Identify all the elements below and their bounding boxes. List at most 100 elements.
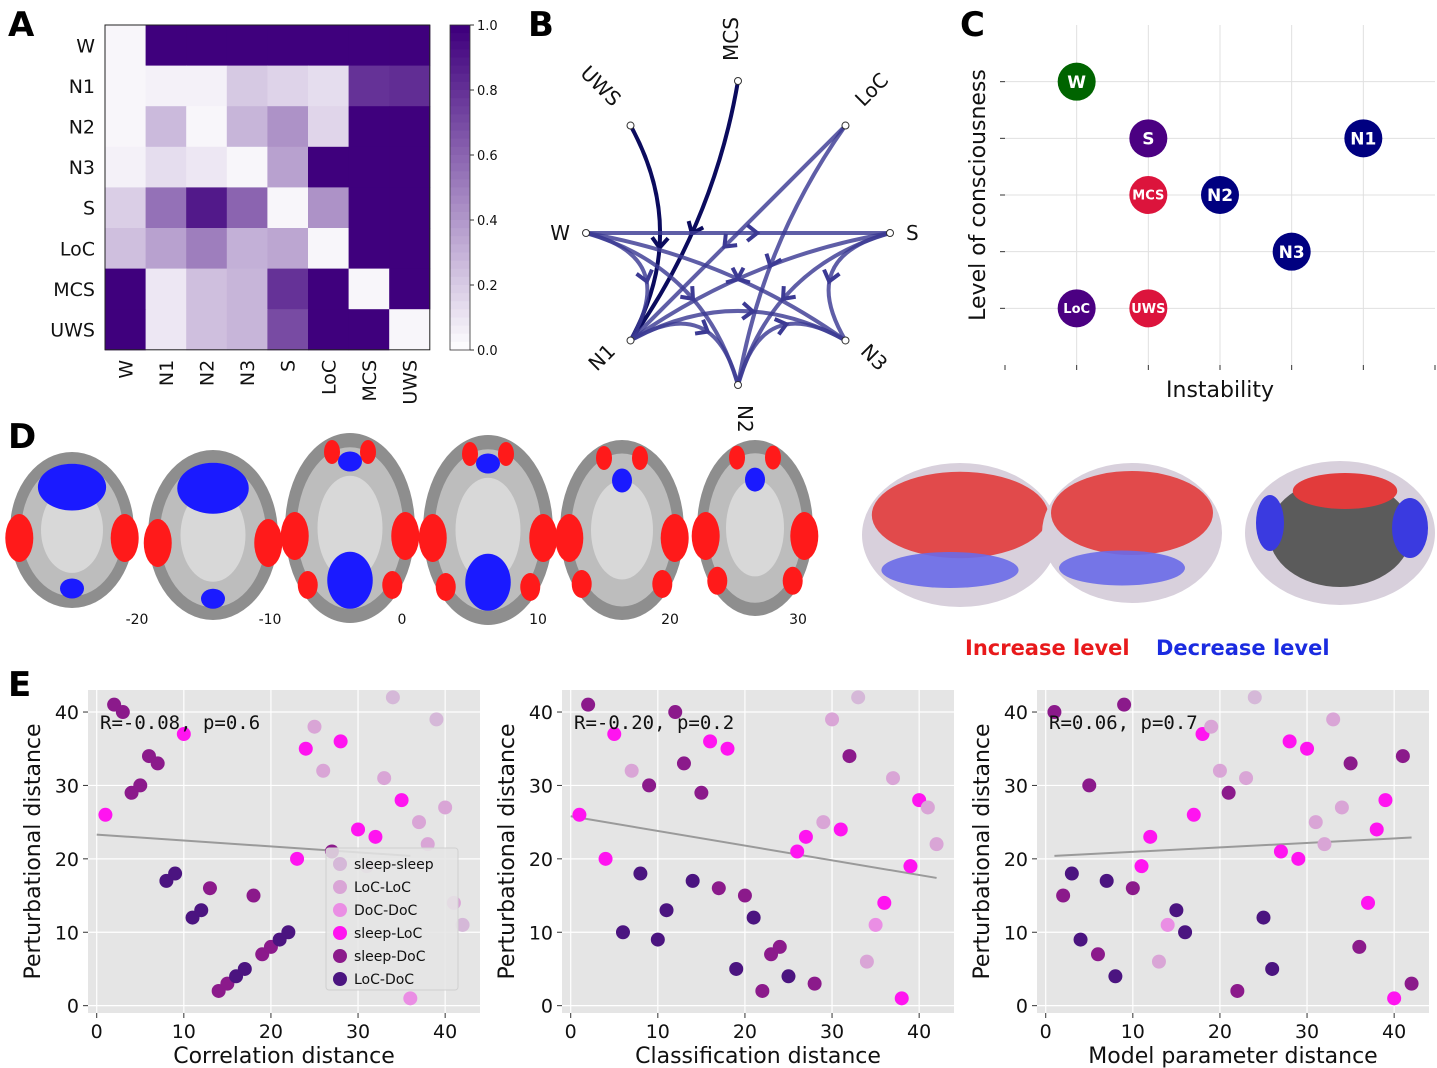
data-point [1221,785,1236,800]
legend-marker [333,972,347,986]
heatmap-cell [389,268,431,310]
transition-arrow [764,253,783,269]
heatmap-cell [186,228,228,270]
heatmap-cell [308,65,350,107]
heatmap-cell [226,228,268,270]
data-point [720,741,735,756]
node-marker [841,336,850,345]
x-tick-label: 20 [733,1021,757,1043]
heatmap-cell [308,228,350,270]
heatmap-cell [145,268,187,310]
transition-arrow [741,301,756,321]
heatmap-row-label: MCS [53,279,95,301]
transition-edge [628,80,740,342]
data-point [711,881,726,896]
node-marker [626,336,635,345]
y-tick-label: 10 [1004,922,1028,944]
heatmap-cell [348,65,390,107]
node-label: LoC [850,68,893,111]
heatmap-cell [186,146,228,188]
heatmap-cell [267,228,309,270]
heatmap-cell [105,25,147,67]
data-point [115,705,130,720]
data-point [1064,866,1079,881]
slice-z-label: 20 [661,612,679,628]
data-point [1308,815,1323,830]
heatmap-cell [348,187,390,229]
transition-arrow [780,285,797,302]
legend-label: LoC-DoC [354,972,414,988]
correlation-stat: R=0.06, p=0.7 [1049,712,1198,734]
transition-arrow [679,285,696,302]
data-point [1326,712,1341,727]
data-point [929,837,944,852]
node-marker [582,229,590,237]
y-axis-label: Level of consciousness [966,69,991,321]
data-point [1369,822,1384,837]
heatmap-row-label: S [83,198,95,220]
x-tick-label: 10 [172,1021,196,1043]
data-point [1387,991,1402,1006]
data-point [572,807,587,822]
heatmap-cell [226,187,268,229]
transition-edge [736,321,847,386]
state-point [1344,119,1383,158]
data-point [1204,719,1219,734]
brain-slice-core [591,480,653,580]
legend-decrease: Decrease level [1156,636,1330,660]
state-point [1129,119,1168,158]
colorbar-segment [450,65,470,75]
slice-z-label: 0 [398,612,407,628]
heatmap-a: W N1 N2 N3 S LoC MCS UWS W N1 N2 N3 S LoC MCS UWS [50,24,431,405]
x-tick-label: 10 [1121,1021,1145,1043]
y-tick-label: 10 [529,922,553,944]
y-tick-label: 40 [1004,702,1028,724]
heatmap-cell [226,146,268,188]
data-point [624,763,639,778]
x-tick-label: 20 [259,1021,283,1043]
heatmap-cell [389,309,431,351]
data-point [1134,859,1149,874]
data-point [650,932,665,947]
heatmap-col-label: UWS [400,360,422,405]
legend-increase: Increase level [965,636,1130,660]
x-tick-label: 40 [1382,1021,1406,1043]
decrease-region [745,467,765,492]
increase-region [498,442,514,466]
transition-arrow [635,268,654,285]
data-point [1090,947,1105,962]
colorbar-segment [450,268,470,278]
colorbar-segment [450,33,470,42]
plot-background [1037,690,1429,1013]
node-marker [734,381,742,389]
increase-region [143,519,172,567]
slice-z-label: 30 [789,612,807,628]
panel-label-e: E [8,665,31,705]
brain-slice-core [41,487,103,573]
data-point [676,756,691,771]
x-tick-label: 30 [820,1021,844,1043]
y-tick-label: 30 [55,775,79,797]
heatmap-row-label: N3 [69,157,95,179]
y-axis-label: Perturbational distance [495,723,520,979]
data-point [903,859,918,874]
data-point [1256,910,1271,925]
colorbar-tick-label: 0.0 [477,344,498,359]
node-label: N1 [584,339,621,376]
y-tick-label: 20 [55,849,79,871]
colorbar-segment [450,171,470,180]
heatmap-cell [308,268,350,310]
x-tick-label: 40 [907,1021,931,1043]
heatmap-col-label: N3 [237,360,259,386]
data-point [351,822,366,837]
transition-arrow [745,223,761,243]
brain-slice-core [317,475,383,581]
colorbar-segment [450,57,470,67]
increase-region [652,570,673,598]
increase-region [596,446,612,470]
data-point [729,961,744,976]
heatmap-cell [348,25,390,67]
increase-region [324,440,340,464]
state-point-label: LoC [1063,302,1090,317]
data-point [1282,734,1297,749]
